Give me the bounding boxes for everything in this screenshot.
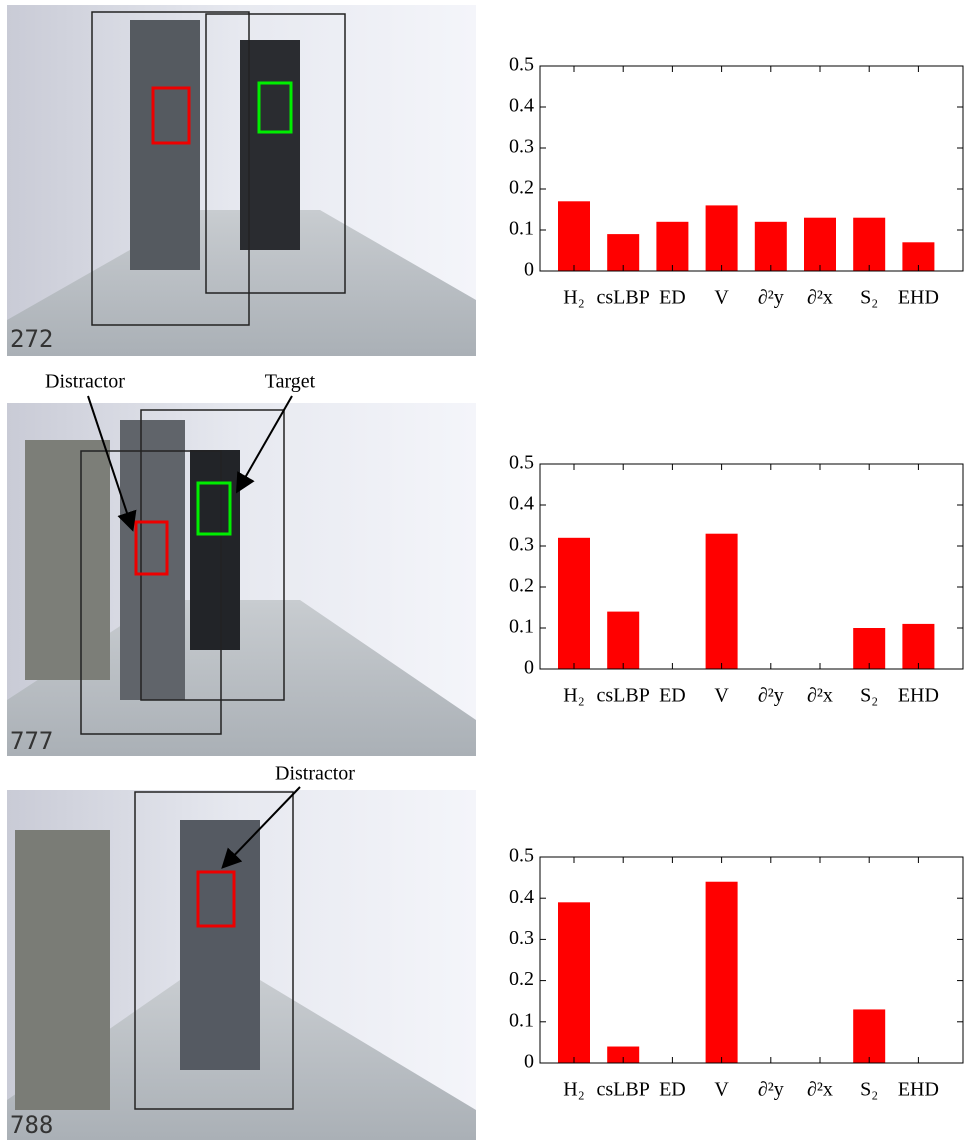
figure: 272 777 788 Distractor Target Distractor… bbox=[0, 0, 979, 1140]
y-tick-label: 0 bbox=[524, 259, 534, 281]
bar bbox=[853, 218, 885, 271]
x-tick-label: ED bbox=[659, 287, 686, 309]
y-tick-label: 0.4 bbox=[509, 493, 534, 515]
bar bbox=[804, 218, 836, 271]
y-tick-label: 0.3 bbox=[509, 136, 534, 158]
frame-number: 777 bbox=[10, 727, 53, 755]
x-tick-label: ∂²x bbox=[807, 685, 833, 707]
x-tick-label: csLBP bbox=[597, 1079, 650, 1101]
y-tick-label: 0.5 bbox=[509, 54, 534, 76]
x-tick-label: ∂²y bbox=[758, 685, 784, 707]
bar bbox=[706, 534, 738, 669]
annotation: Distractor bbox=[45, 371, 125, 393]
bar bbox=[706, 205, 738, 271]
x-tick-label: EHD bbox=[898, 685, 939, 707]
x-tick-label: ED bbox=[659, 1079, 686, 1101]
bar bbox=[656, 222, 688, 271]
y-tick-label: 0 bbox=[524, 657, 534, 679]
x-tick-label: csLBP bbox=[597, 685, 650, 707]
x-tick-label: S₂ bbox=[860, 1079, 878, 1101]
plot-frame bbox=[540, 66, 963, 271]
x-tick-label: ∂²y bbox=[758, 1079, 784, 1101]
frame-number: 272 bbox=[10, 325, 53, 353]
y-tick-label: 0.2 bbox=[509, 968, 534, 990]
annotation: Distractor bbox=[275, 763, 355, 785]
y-tick-label: 0.1 bbox=[509, 1009, 534, 1031]
y-tick-label: 0.4 bbox=[509, 886, 534, 908]
y-tick-label: 0.5 bbox=[509, 845, 534, 867]
y-tick-label: 0 bbox=[524, 1051, 534, 1073]
plot-frame bbox=[540, 857, 963, 1063]
bar bbox=[853, 628, 885, 669]
bar bbox=[706, 882, 738, 1063]
annotation: Target bbox=[265, 371, 316, 393]
plot-frame bbox=[540, 464, 963, 669]
x-tick-label: ∂²y bbox=[758, 287, 784, 309]
y-tick-label: 0.4 bbox=[509, 95, 534, 117]
bar bbox=[853, 1009, 885, 1063]
x-tick-label: EHD bbox=[898, 287, 939, 309]
y-tick-label: 0.3 bbox=[509, 927, 534, 949]
bar bbox=[558, 902, 590, 1063]
y-tick-label: 0.1 bbox=[509, 218, 534, 240]
x-tick-label: EHD bbox=[898, 1079, 939, 1101]
x-tick-label: ∂²x bbox=[807, 287, 833, 309]
x-tick-label: ∂²x bbox=[807, 1079, 833, 1101]
frame-number: 788 bbox=[10, 1111, 53, 1139]
x-tick-label: H₂ bbox=[563, 685, 584, 707]
x-tick-label: V bbox=[714, 1079, 729, 1101]
y-tick-label: 0.2 bbox=[509, 177, 534, 199]
y-tick-label: 0.5 bbox=[509, 452, 534, 474]
bar bbox=[558, 201, 590, 271]
x-tick-label: S₂ bbox=[860, 685, 878, 707]
y-tick-label: 0.3 bbox=[509, 534, 534, 556]
photo bbox=[7, 790, 476, 1140]
x-tick-label: H₂ bbox=[563, 1079, 584, 1101]
bar bbox=[607, 612, 639, 669]
bar bbox=[902, 624, 934, 669]
x-tick-label: csLBP bbox=[597, 287, 650, 309]
x-tick-label: V bbox=[714, 287, 729, 309]
y-tick-label: 0.2 bbox=[509, 575, 534, 597]
bar bbox=[755, 222, 787, 271]
x-tick-label: V bbox=[714, 685, 729, 707]
photo bbox=[7, 403, 476, 756]
photo bbox=[7, 5, 476, 356]
bar bbox=[558, 538, 590, 669]
x-tick-label: S₂ bbox=[860, 287, 878, 309]
x-tick-label: ED bbox=[659, 685, 686, 707]
x-tick-label: H₂ bbox=[563, 287, 584, 309]
y-tick-label: 0.1 bbox=[509, 616, 534, 638]
